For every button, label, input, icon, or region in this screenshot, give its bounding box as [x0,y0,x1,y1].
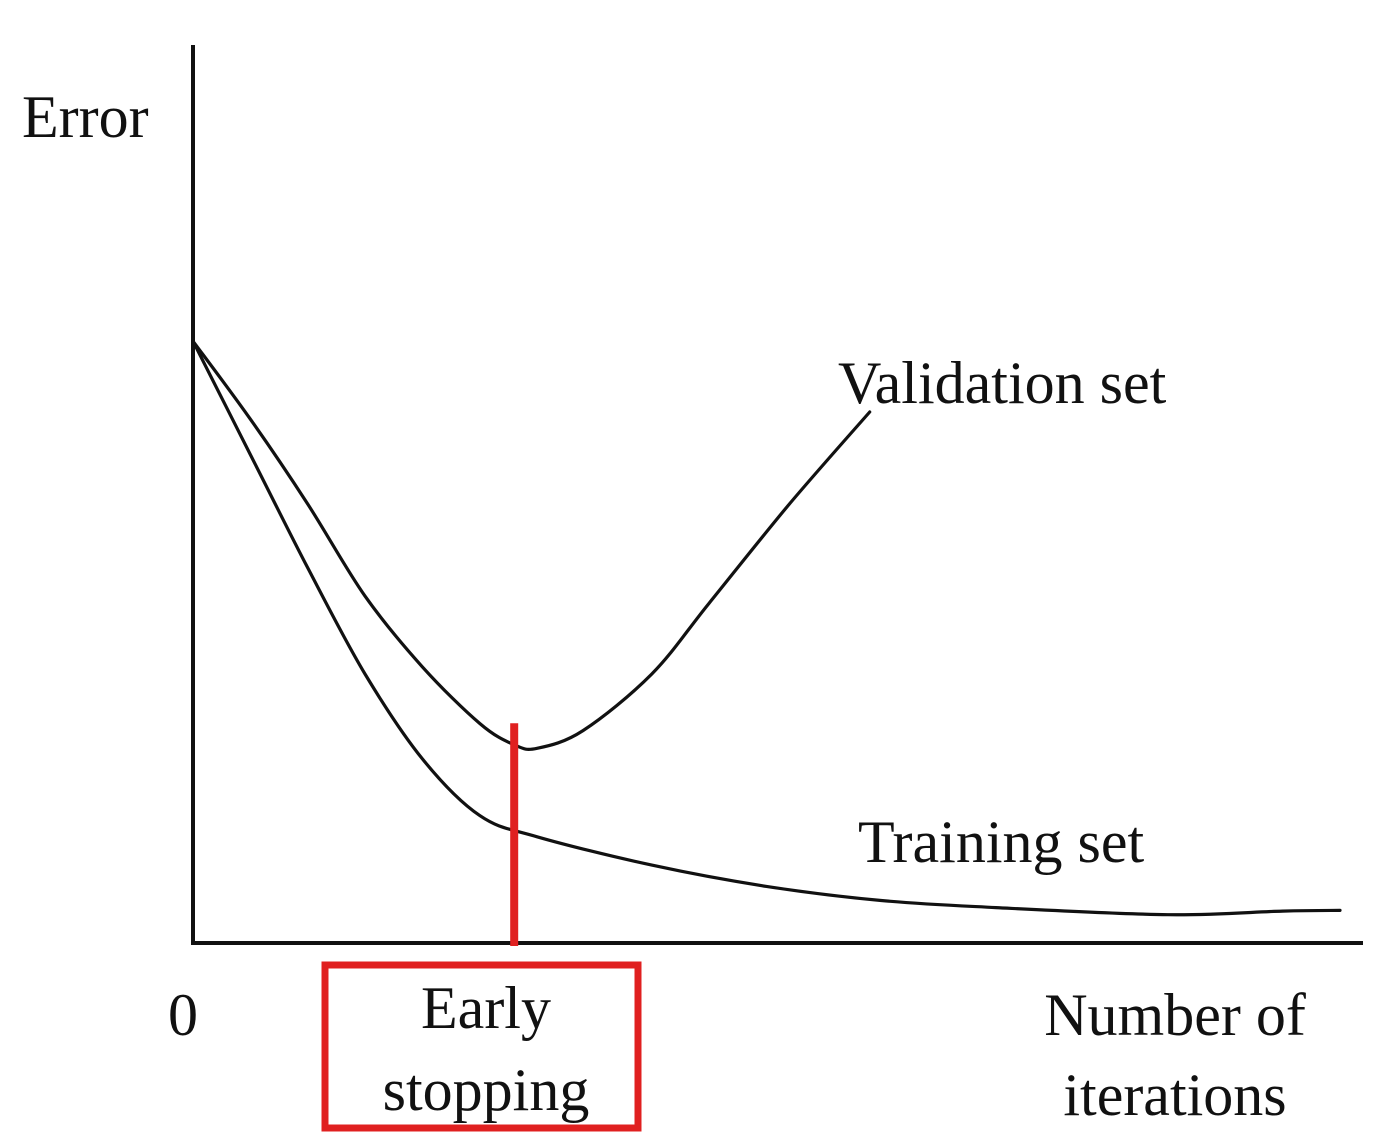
series-line-training-set [191,339,1342,917]
x-axis-label-line-2: iterations [1063,1062,1286,1128]
x-axis-label-line-1: Number of [1044,982,1306,1048]
series-label-validation-set: Validation set [838,350,1167,416]
early-stopping-box [321,961,642,1132]
series-label-training-set: Training set [858,809,1144,875]
early-stopping-label-line-2: stopping [383,1057,590,1123]
early-stopping-label-line-1: Early [421,975,551,1041]
x-origin-label: 0 [168,982,198,1048]
y-axis-label: Error [22,84,149,150]
